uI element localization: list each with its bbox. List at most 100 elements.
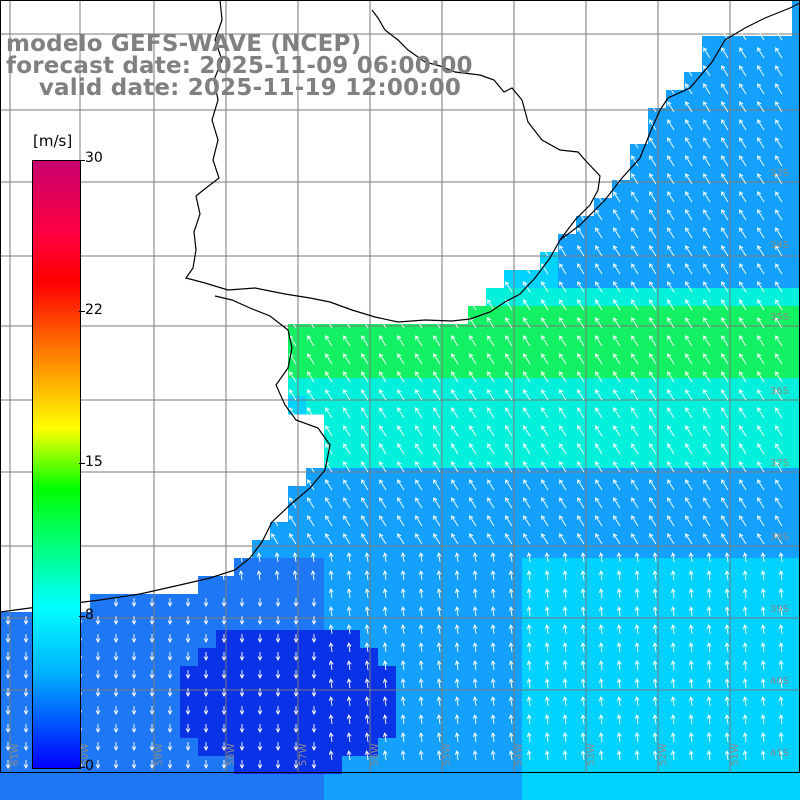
wind-arrow — [616, 750, 622, 761]
wind-speed-cell — [774, 288, 793, 307]
wind-speed-cell — [414, 450, 433, 469]
wind-speed-cell — [432, 342, 451, 361]
wind-arrow — [487, 515, 495, 527]
wind-speed-cell — [774, 180, 793, 199]
wind-arrow — [343, 317, 351, 329]
wind-arrow — [631, 533, 639, 545]
wind-arrow — [221, 670, 227, 679]
wind-speed-cell — [558, 504, 577, 523]
wind-arrow — [595, 335, 603, 347]
wind-speed-cell — [684, 126, 703, 145]
wind-speed-cell — [378, 360, 397, 379]
wind-arrow — [307, 479, 315, 491]
wind-speed-cell — [720, 216, 739, 235]
wind-speed-cell — [288, 540, 307, 559]
wind-arrow — [346, 732, 352, 743]
wind-arrow — [5, 688, 11, 697]
wind-arrow — [436, 750, 442, 761]
wind-arrow — [742, 732, 748, 743]
wind-arrow — [379, 353, 387, 365]
wind-arrow — [23, 616, 29, 625]
wind-speed-cell — [270, 522, 289, 541]
wind-arrow — [469, 389, 477, 401]
wind-speed-cell — [270, 576, 289, 595]
wind-arrow — [451, 515, 459, 527]
wind-speed-cell — [522, 306, 541, 325]
wind-arrow — [685, 173, 693, 185]
wind-arrow — [185, 616, 191, 625]
wind-arrow — [685, 281, 693, 293]
wind-speed-cell — [720, 792, 739, 800]
wind-speed-cell — [432, 594, 451, 613]
wind-arrow — [778, 624, 784, 635]
wind-speed-cell — [738, 360, 757, 379]
wind-arrow — [325, 533, 333, 545]
wind-speed-cell — [774, 774, 793, 793]
wind-speed-cell — [738, 594, 757, 613]
wind-speed-cell — [342, 378, 361, 397]
wind-arrow — [667, 335, 675, 347]
wind-arrow — [328, 750, 334, 761]
wind-speed-cell — [540, 558, 559, 577]
wind-speed-cell — [252, 540, 271, 559]
wind-arrow — [523, 443, 531, 455]
wind-speed-cell — [630, 360, 649, 379]
wind-arrow — [667, 497, 675, 509]
wind-speed-cell — [522, 594, 541, 613]
wind-speed-cell — [792, 594, 800, 613]
wind-arrow — [400, 750, 406, 761]
wind-speed-cell — [558, 468, 577, 487]
wind-arrow — [667, 425, 675, 437]
wind-speed-cell — [756, 792, 775, 800]
wind-speed-cell — [396, 468, 415, 487]
wind-arrow — [257, 760, 263, 769]
wind-arrow — [167, 760, 173, 769]
wind-arrow — [703, 533, 711, 545]
wind-arrow — [311, 616, 317, 625]
wind-speed-cell — [630, 504, 649, 523]
wind-speed-cell — [612, 558, 631, 577]
wind-arrow — [613, 533, 621, 545]
wind-arrow — [778, 750, 784, 761]
wind-arrow — [167, 688, 173, 697]
wind-speed-cell — [468, 306, 487, 325]
wind-speed-cell — [684, 468, 703, 487]
wind-speed-cell — [342, 342, 361, 361]
wind-arrow — [307, 515, 315, 527]
wind-speed-cell — [684, 360, 703, 379]
wind-arrow — [364, 660, 370, 671]
wind-arrow — [724, 678, 730, 689]
wind-arrow — [239, 742, 245, 751]
wind-arrow — [739, 479, 747, 491]
wind-speed-cell — [684, 432, 703, 451]
wind-arrow — [343, 461, 351, 473]
colorbar-tickmark — [79, 616, 85, 617]
wind-speed-cell — [612, 756, 631, 775]
wind-speed-cell — [792, 198, 800, 217]
wind-arrow — [703, 209, 711, 221]
wind-arrow — [577, 263, 585, 275]
wind-speed-cell — [378, 576, 397, 595]
wind-speed-cell — [720, 522, 739, 541]
wind-arrow — [397, 407, 405, 419]
wind-arrow — [739, 515, 747, 527]
wind-arrow — [544, 606, 550, 617]
wind-arrow — [167, 742, 173, 751]
wind-speed-cell — [648, 396, 667, 415]
wind-speed-cell — [486, 684, 505, 703]
wind-speed-cell — [576, 342, 595, 361]
wind-speed-cell — [450, 630, 469, 649]
wind-arrow — [544, 642, 550, 653]
wind-arrow — [595, 479, 603, 491]
wind-arrow — [382, 750, 388, 761]
wind-speed-cell — [630, 702, 649, 721]
wind-arrow — [760, 570, 766, 581]
wind-speed-cell — [756, 630, 775, 649]
wind-arrow — [400, 696, 406, 707]
wind-speed-cell — [774, 360, 793, 379]
wind-speed-cell — [756, 108, 775, 127]
wind-arrow — [185, 742, 191, 751]
wind-arrow — [649, 245, 657, 257]
wind-arrow — [580, 606, 586, 617]
wind-arrow — [559, 497, 567, 509]
